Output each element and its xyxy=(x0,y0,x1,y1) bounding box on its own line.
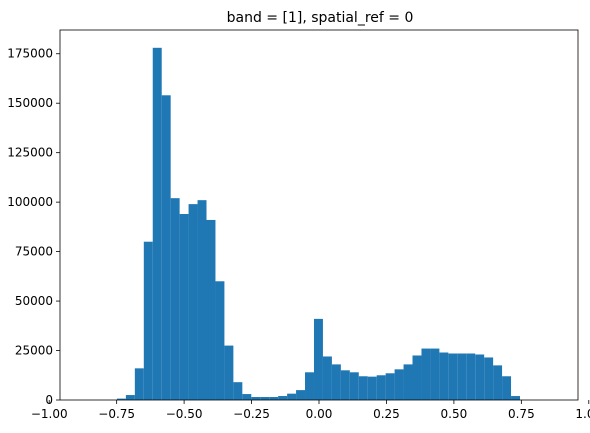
x-tick-label: −0.50 xyxy=(166,407,203,421)
histogram-bar xyxy=(367,376,377,400)
histogram-bar xyxy=(125,395,135,400)
histogram-bar xyxy=(197,200,207,400)
histogram-bar xyxy=(322,356,332,400)
histogram-bar xyxy=(349,372,359,400)
x-axis: −1.00 −0.75 −0.50 −0.25 0.00 0.25 0.50 0.75 1.00 xyxy=(31,400,590,421)
histogram-bar xyxy=(287,393,297,400)
histogram-bar xyxy=(233,382,243,400)
x-tick-label: 0.75 xyxy=(508,407,535,421)
histogram-bar xyxy=(394,369,404,400)
histogram-bar xyxy=(376,375,386,400)
bars-group xyxy=(116,47,520,401)
y-tick-label: 125000 xyxy=(7,146,53,160)
histogram-bar xyxy=(493,365,503,400)
histogram-bar xyxy=(502,376,512,400)
histogram-bar xyxy=(385,373,395,400)
histogram-bar xyxy=(358,376,368,400)
x-tick-label: 0.25 xyxy=(373,407,400,421)
histogram-bar xyxy=(278,396,288,400)
histogram-bar xyxy=(188,204,198,400)
x-tick-label: −0.25 xyxy=(233,407,270,421)
histogram-bar xyxy=(170,198,180,400)
x-tick-label: −0.75 xyxy=(98,407,135,421)
histogram-bar xyxy=(116,398,126,400)
histogram-bar xyxy=(296,390,306,400)
histogram-bar xyxy=(134,368,144,400)
histogram-bar xyxy=(224,345,234,400)
histogram-bar xyxy=(313,318,323,400)
histogram-bar xyxy=(475,354,485,400)
x-tick-label: 0.00 xyxy=(306,407,333,421)
histogram-bar xyxy=(412,355,422,400)
y-tick-label: 175000 xyxy=(7,47,53,61)
histogram-bar xyxy=(484,357,494,400)
x-tick-label: 0.50 xyxy=(441,407,468,421)
histogram-bar xyxy=(206,219,216,400)
y-tick-label: 25000 xyxy=(15,344,53,358)
histogram-bar xyxy=(143,241,153,400)
histogram-bar xyxy=(511,396,520,400)
y-tick-label: 0 xyxy=(45,393,53,407)
histogram-bar xyxy=(269,397,279,400)
histogram-bar xyxy=(179,214,189,400)
histogram-bar xyxy=(305,372,314,400)
plot-frame xyxy=(59,29,579,401)
histogram-bar xyxy=(331,364,341,400)
histogram-bar xyxy=(340,370,350,400)
histogram-bar xyxy=(457,353,467,400)
histogram-bar xyxy=(421,348,431,400)
histogram-bar xyxy=(242,394,252,400)
y-axis: 0 25000 50000 75000 100000 125000 150000 175000 xyxy=(7,47,60,407)
x-tick-label: −1.00 xyxy=(31,407,68,421)
histogram-bar xyxy=(251,397,261,400)
histogram-bar xyxy=(430,348,440,400)
histogram-bar xyxy=(466,353,476,400)
histogram-bar xyxy=(215,281,225,400)
y-tick-label: 50000 xyxy=(15,294,53,308)
histogram-bar xyxy=(448,353,458,400)
y-tick-label: 100000 xyxy=(7,195,53,209)
x-tick-label: 1.00 xyxy=(575,407,590,421)
y-tick-label: 150000 xyxy=(7,96,53,110)
histogram-bar xyxy=(439,352,449,400)
chart-title: band = [1], spatial_ref = 0 xyxy=(227,10,414,26)
histogram-bar xyxy=(403,364,413,400)
y-tick-label: 75000 xyxy=(15,245,53,259)
histogram-bar xyxy=(152,47,162,401)
histogram-bar xyxy=(260,397,270,400)
histogram-bar xyxy=(161,95,171,400)
